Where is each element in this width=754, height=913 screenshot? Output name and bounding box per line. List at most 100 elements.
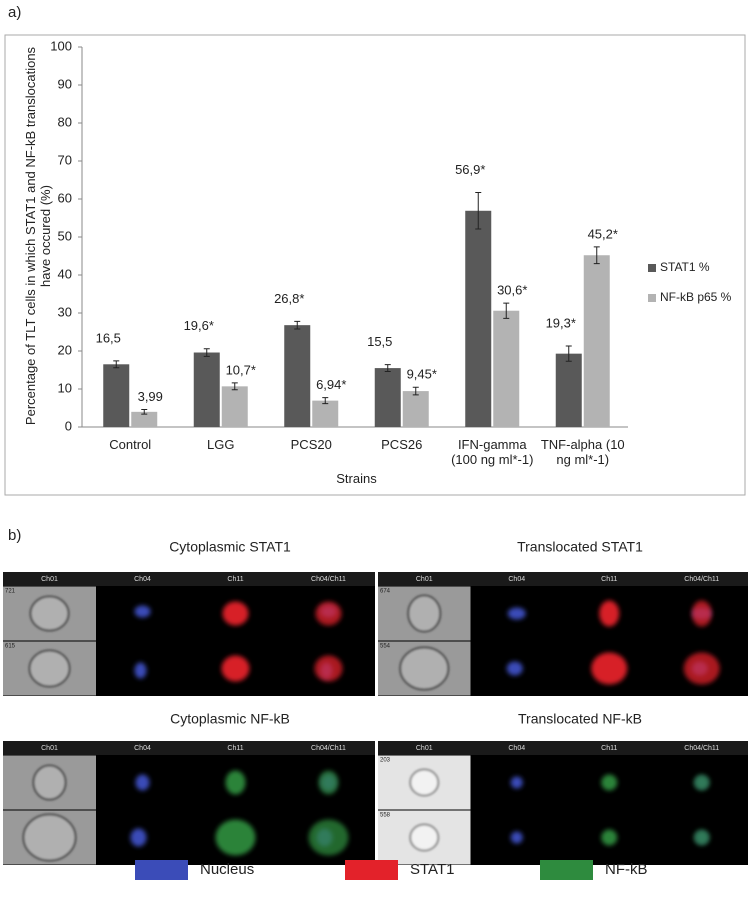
error-bar bbox=[384, 364, 391, 373]
legend-label: STAT1 % bbox=[660, 260, 710, 274]
y-tick-label: 20 bbox=[58, 342, 72, 357]
nucleus-stain bbox=[134, 662, 147, 679]
channel-label: Ch04 bbox=[134, 745, 151, 752]
x-tick-label: TNF-alpha (10 ng ml*-1) bbox=[540, 437, 625, 467]
channel-label: Ch01 bbox=[416, 745, 433, 752]
channel-label: Ch04/Ch11 bbox=[311, 576, 346, 583]
x-axis-label: Strains bbox=[336, 471, 377, 486]
x-tick-label: Control bbox=[109, 437, 152, 452]
cell-id: 558 bbox=[380, 813, 391, 819]
strip-header bbox=[378, 572, 748, 586]
bar bbox=[374, 368, 401, 427]
legend-label: Nucleus bbox=[200, 861, 254, 878]
panel-title: Translocated STAT1 bbox=[517, 539, 643, 555]
data-label: 56,9* bbox=[455, 162, 485, 177]
error-bar bbox=[322, 397, 329, 405]
nucleus-stain bbox=[510, 776, 523, 789]
error-bar bbox=[412, 386, 419, 396]
error-bar bbox=[113, 360, 120, 369]
marker-stain bbox=[591, 652, 628, 685]
cell-id: 554 bbox=[380, 644, 391, 650]
bar bbox=[221, 386, 248, 427]
bar bbox=[131, 411, 158, 427]
channel-label: Ch04/Ch11 bbox=[684, 576, 719, 583]
nucleus-stain bbox=[135, 774, 150, 791]
data-label: 19,6* bbox=[184, 318, 214, 333]
y-tick-label: 50 bbox=[58, 228, 72, 243]
data-label: 10,7* bbox=[226, 362, 256, 377]
x-tick-label: PCS26 bbox=[381, 437, 423, 452]
channel-label: Ch04/Ch11 bbox=[311, 745, 346, 752]
y-tick-label: 90 bbox=[58, 76, 72, 91]
cell-id: 674 bbox=[380, 589, 391, 595]
y-tick-label: 70 bbox=[58, 152, 72, 167]
marker-stain bbox=[601, 829, 618, 846]
marker-stain bbox=[215, 819, 256, 856]
data-label: 6,94* bbox=[316, 377, 346, 392]
nucleus-stain bbox=[134, 605, 151, 618]
error-bar bbox=[294, 320, 301, 330]
legend-label: NF-kB bbox=[605, 861, 648, 878]
channel-label: Ch11 bbox=[227, 745, 243, 752]
marker-stain bbox=[683, 652, 720, 685]
error-bar bbox=[231, 382, 238, 391]
data-label: 26,8* bbox=[274, 291, 304, 306]
panel-title: Translocated NF-kB bbox=[518, 711, 642, 727]
x-tick-label: PCS20 bbox=[290, 437, 332, 452]
nucleus-stain bbox=[510, 831, 523, 844]
error-bar bbox=[503, 302, 510, 319]
channel-label: Ch01 bbox=[41, 576, 58, 583]
marker-stain bbox=[315, 601, 342, 626]
data-label: 9,45* bbox=[407, 367, 437, 382]
marker-stain bbox=[318, 770, 339, 795]
marker-stain bbox=[599, 600, 620, 627]
marker-stain bbox=[601, 774, 618, 791]
data-label: 19,3* bbox=[546, 315, 576, 330]
panel-label: a) bbox=[8, 4, 21, 21]
brightfield-cell bbox=[29, 595, 70, 632]
bar bbox=[312, 400, 339, 427]
error-bar bbox=[565, 345, 572, 362]
brightfield-cell bbox=[409, 768, 440, 797]
channel-label: Ch04 bbox=[508, 745, 525, 752]
panel-label: b) bbox=[8, 527, 21, 544]
error-bar bbox=[475, 192, 482, 230]
channel-label: Ch04/Ch11 bbox=[684, 745, 719, 752]
y-tick-label: 60 bbox=[58, 190, 72, 205]
cell-id: 203 bbox=[380, 758, 391, 764]
brightfield-cell bbox=[28, 649, 71, 688]
data-label: 45,2* bbox=[588, 226, 618, 241]
nucleus-stain bbox=[130, 828, 147, 847]
cell-id: 721 bbox=[5, 589, 16, 595]
marker-stain bbox=[691, 600, 712, 627]
legend-swatch bbox=[345, 860, 398, 880]
y-tick-label: 30 bbox=[58, 304, 72, 319]
bar bbox=[465, 210, 492, 427]
error-bar bbox=[141, 409, 148, 415]
cell-id: 615 bbox=[5, 644, 16, 650]
bar bbox=[193, 352, 220, 427]
strip-header bbox=[378, 741, 748, 755]
y-axis-label: Percentage of TLT cells in which STAT1 a… bbox=[23, 46, 53, 426]
channel-label: Ch04 bbox=[134, 576, 151, 583]
y-tick-label: 80 bbox=[58, 114, 72, 129]
legend-swatch bbox=[648, 294, 656, 302]
brightfield-cell bbox=[22, 813, 77, 862]
data-label: 30,6* bbox=[497, 283, 527, 298]
marker-stain bbox=[314, 655, 343, 682]
data-label: 3,99 bbox=[138, 389, 163, 404]
brightfield-cell bbox=[399, 646, 450, 691]
y-tick-label: 40 bbox=[58, 266, 72, 281]
legend-label: NF-kB p65 % bbox=[660, 290, 732, 304]
marker-stain bbox=[221, 655, 250, 682]
legend-swatch bbox=[135, 860, 188, 880]
channel-label: Ch04 bbox=[508, 576, 525, 583]
brightfield-cell bbox=[32, 764, 67, 801]
y-tick-label: 10 bbox=[58, 380, 72, 395]
channel-label: Ch11 bbox=[601, 745, 617, 752]
brightfield-cell bbox=[407, 594, 442, 633]
channel-label: Ch01 bbox=[41, 745, 58, 752]
bar bbox=[284, 325, 311, 427]
data-label: 16,5 bbox=[96, 330, 121, 345]
